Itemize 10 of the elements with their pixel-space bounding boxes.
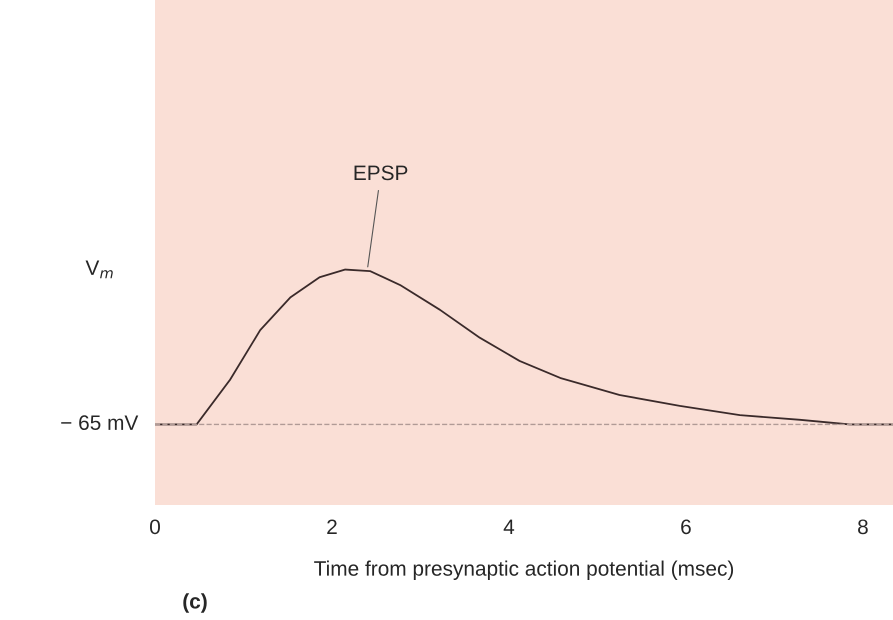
x-tick-label: 2 <box>327 519 337 534</box>
text: (c) <box>183 593 207 613</box>
x-tick-label: 4 <box>504 520 514 534</box>
annotation: EPSP <box>354 165 408 180</box>
ref-line-label: − 65 mV <box>61 415 138 430</box>
x-tick-label: 6 <box>681 519 691 534</box>
x-tick-label: 0 <box>150 519 160 534</box>
x-axis-title: Time from presynaptic action potential (msec) <box>314 560 734 580</box>
y-axis-title: V$_{m}$ <box>86 260 113 278</box>
x-tick-label: 8 <box>858 519 868 534</box>
